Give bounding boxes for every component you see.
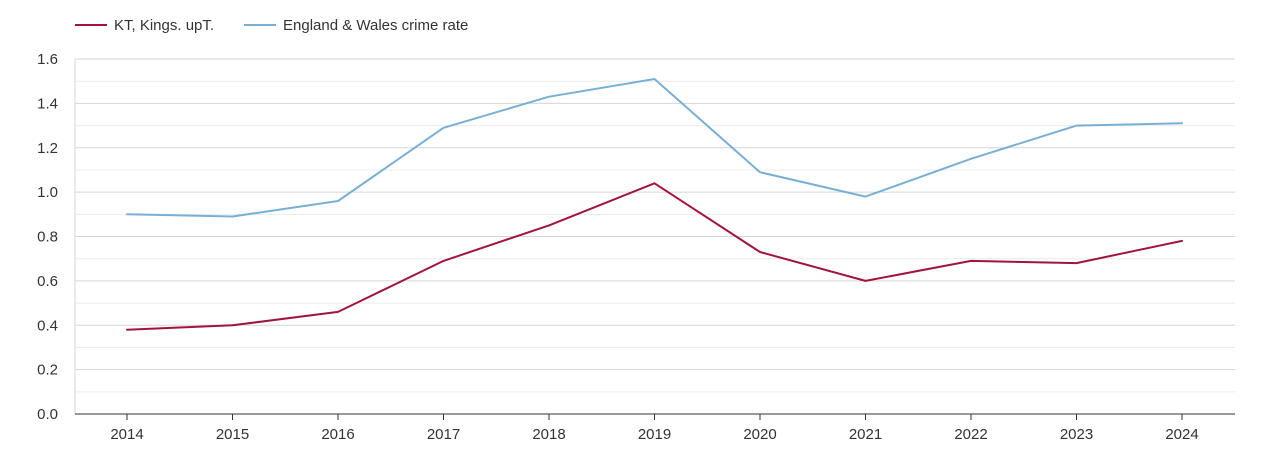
- data-point[interactable]: [1073, 122, 1081, 130]
- x-axis: 2014 2015 2016 2017 2018 2019 2020 2021 2022 2023…: [75, 413, 1235, 443]
- grid: [75, 58, 1235, 393]
- data-point[interactable]: [756, 248, 764, 256]
- data-point[interactable]: [229, 321, 237, 329]
- data-point[interactable]: [1178, 119, 1186, 127]
- data-point[interactable]: [651, 75, 659, 83]
- data-point[interactable]: [651, 179, 659, 187]
- x-tick-label: 2014: [110, 426, 143, 443]
- data-point[interactable]: [967, 155, 975, 163]
- y-tick-label: 1.6: [37, 51, 58, 68]
- data-point[interactable]: [440, 257, 448, 265]
- data-point[interactable]: [545, 93, 553, 101]
- legend-item-0[interactable]: KT, Kings. upT.: [75, 17, 214, 34]
- y-tick-label: 0.8: [37, 229, 58, 246]
- x-tick-label: 2022: [954, 426, 987, 443]
- legend-label-1: England & Wales crime rate: [283, 17, 468, 34]
- data-point[interactable]: [862, 193, 870, 201]
- y-tick-label: 0.6: [37, 273, 58, 290]
- x-tick-label: 2015: [216, 426, 249, 443]
- data-point[interactable]: [229, 213, 237, 221]
- y-tick-label: 0.0: [37, 406, 58, 423]
- y-tick-label: 0.4: [37, 317, 58, 334]
- series-line-1: [126, 78, 1183, 218]
- y-tick-label: 0.2: [37, 362, 58, 379]
- x-tick-label: 2016: [321, 426, 354, 443]
- data-point[interactable]: [1178, 237, 1186, 245]
- data-point[interactable]: [123, 210, 131, 218]
- y-tick-label: 1.4: [37, 95, 58, 112]
- legend-label-0: KT, Kings. upT.: [114, 17, 214, 34]
- data-point[interactable]: [545, 221, 553, 229]
- legend: KT, Kings. upT. England & Wales crime ra…: [75, 17, 468, 34]
- data-point[interactable]: [1073, 259, 1081, 267]
- data-point[interactable]: [123, 326, 131, 334]
- series-group: [123, 75, 1186, 334]
- data-point[interactable]: [756, 168, 764, 176]
- y-axis: 0.0 0.2 0.4 0.6 0.8 1.0 1.2 1.4 1.6: [37, 51, 76, 423]
- x-tick-label: 2021: [849, 426, 882, 443]
- data-point[interactable]: [967, 257, 975, 265]
- x-tick-label: 2019: [638, 426, 671, 443]
- series-line-0: [126, 182, 1183, 331]
- x-tick-label: 2018: [532, 426, 565, 443]
- data-point[interactable]: [862, 277, 870, 285]
- x-tick-label: 2017: [427, 426, 460, 443]
- x-tick-label: 2023: [1060, 426, 1093, 443]
- data-point[interactable]: [440, 124, 448, 132]
- data-point[interactable]: [334, 197, 342, 205]
- legend-item-1[interactable]: England & Wales crime rate: [244, 17, 468, 34]
- data-point[interactable]: [334, 308, 342, 316]
- y-tick-label: 1.2: [37, 140, 58, 157]
- x-tick-label: 2020: [743, 426, 776, 443]
- x-tick-label: 2024: [1165, 426, 1198, 443]
- y-tick-label: 1.0: [37, 184, 58, 201]
